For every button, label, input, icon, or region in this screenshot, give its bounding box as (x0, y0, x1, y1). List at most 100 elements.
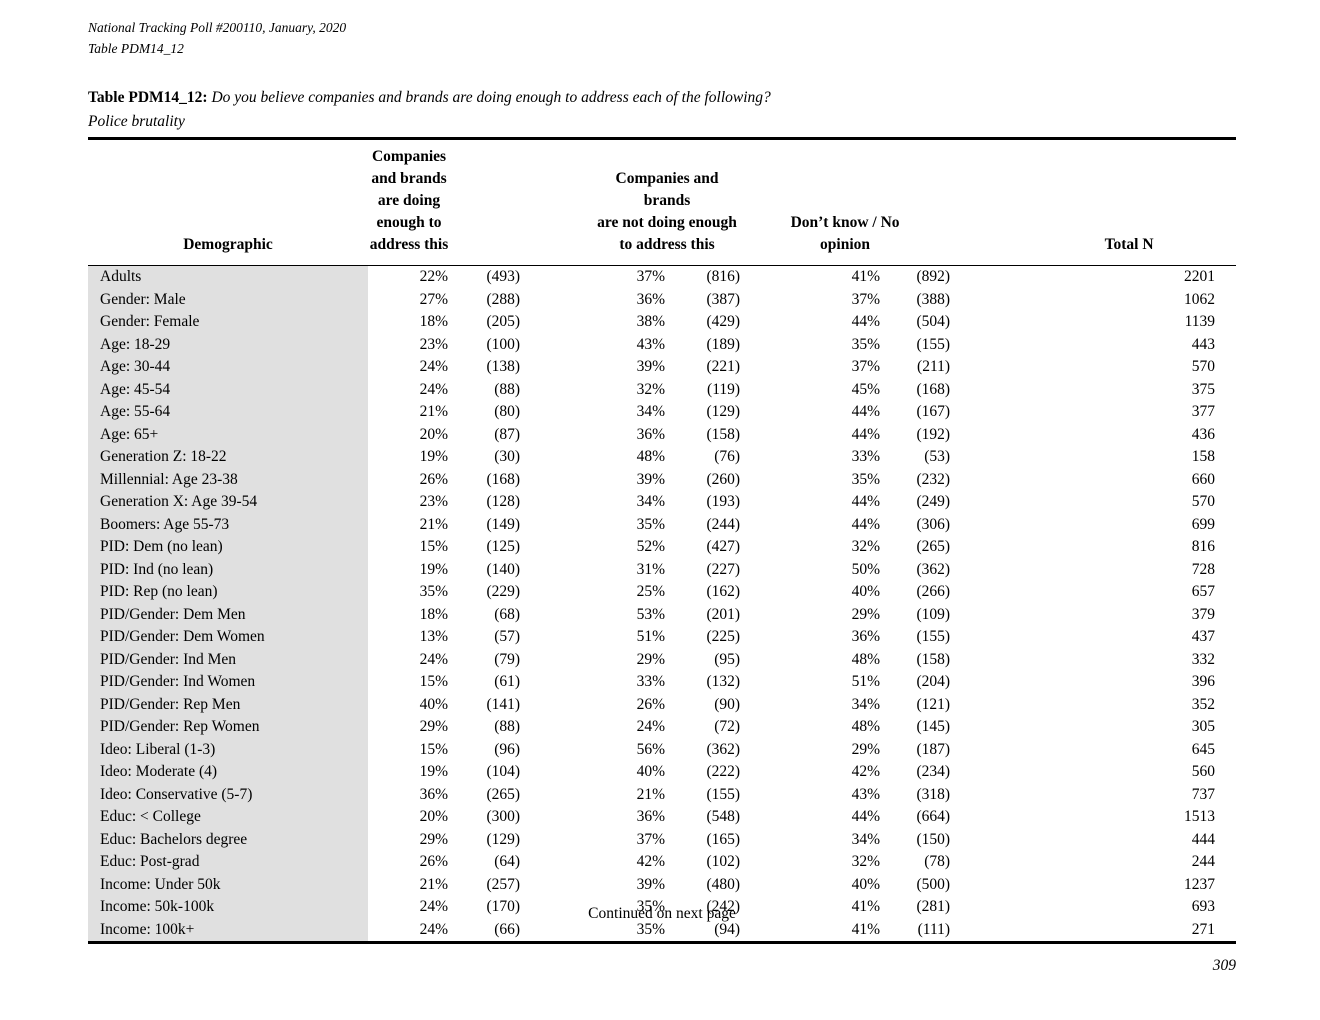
row-dont-know-percent: 44% (851, 313, 881, 330)
row-doing-enough-percent: 18% (419, 313, 448, 330)
row-doing-enough-percent: 29% (419, 830, 448, 848)
row-doing-enough-count: (80) (494, 403, 521, 420)
table-row: Ideo: Conservative (5-7) 36% (265) 21% (… (88, 783, 1236, 806)
row-dont-know-count: (388) (916, 290, 951, 308)
row-dont-know-percent: 44% (851, 425, 881, 443)
row-doing-enough-percent: 21% (419, 515, 448, 533)
poll-results-table: Demographic Companies and brands are doi… (88, 137, 1237, 944)
column-header-not-doing-enough-line3: to address this (619, 236, 715, 253)
row-dont-know-percent: 32% (851, 538, 881, 555)
column-header-not-doing-enough: Companies and brands are not doing enoug… (520, 138, 741, 266)
row-dont-know-count: (362) (916, 560, 951, 578)
table-row: Gender: Female 18% (205) 38% (429) 44% (… (88, 311, 1236, 334)
row-doing-enough-percent: 35% (419, 583, 448, 600)
row-doing-enough-percent: 22% (419, 268, 448, 285)
row-doing-enough-count: (96) (494, 740, 521, 758)
row-not-doing-enough-count: (165) (706, 830, 741, 848)
row-not-doing-enough-percent: 21% (636, 785, 666, 803)
table-title-label: Table PDM14_12: (88, 89, 208, 106)
row-demographic-label: Age: 45-54 (88, 378, 368, 401)
row-dont-know-percent: 43% (851, 785, 881, 803)
row-not-doing-enough-count: (102) (706, 853, 741, 870)
table-title-subject: Police brutality (88, 113, 185, 130)
row-dont-know-percent: 37% (851, 290, 881, 308)
row-dont-know-percent: 35% (851, 335, 881, 353)
row-doing-enough-count: (129) (486, 830, 521, 848)
row-doing-enough-count: (68) (494, 605, 521, 623)
row-dont-know-percent: 40% (851, 583, 881, 600)
table-row: Ideo: Liberal (1-3) 15% (96) 56% (362) 2… (88, 738, 1236, 761)
table-row: Generation Z: 18-22 19% (30) 48% (76) 33… (88, 446, 1236, 469)
row-dont-know-percent: 41% (851, 268, 881, 285)
row-not-doing-enough-percent: 35% (636, 898, 666, 915)
row-not-doing-enough-percent: 29% (636, 650, 666, 668)
row-demographic-label: Ideo: Moderate (4) (88, 761, 368, 784)
row-not-doing-enough-count: (90) (714, 695, 741, 713)
table-row: Educ: Post-grad 26% (64) 42% (102) 32% (… (88, 851, 1236, 874)
row-doing-enough-percent: 15% (419, 538, 448, 555)
row-dont-know-count: (249) (916, 493, 951, 510)
row-doing-enough-percent: 24% (419, 920, 448, 938)
row-total-n: 1062 (1184, 290, 1216, 308)
row-total-n: 570 (1191, 358, 1216, 375)
table-row: Income: 100k+ 24% (66) 35% (94) 41% (111… (88, 918, 1236, 943)
row-dont-know-percent: 44% (851, 493, 881, 510)
row-dont-know-count: (318) (916, 785, 951, 803)
row-doing-enough-percent: 26% (419, 470, 448, 488)
column-header-total-n: Total N (950, 138, 1237, 266)
row-total-n: 437 (1191, 628, 1216, 645)
row-dont-know-count: (664) (916, 808, 951, 825)
table-row: Adults 22% (493) 37% (816) 41% (892) 220… (88, 265, 1236, 289)
row-doing-enough-count: (64) (494, 853, 521, 870)
row-doing-enough-percent: 20% (419, 425, 448, 443)
table-row: Generation X: Age 39-54 23% (128) 34% (1… (88, 491, 1236, 514)
column-header-dont-know: Don’t know / No opinion (740, 138, 951, 266)
row-doing-enough-percent: 15% (419, 673, 448, 690)
row-dont-know-count: (167) (916, 403, 951, 420)
table-row: PID: Dem (no lean) 15% (125) 52% (427) 3… (88, 536, 1236, 559)
table-row: Educ: < College 20% (300) 36% (548) 44% … (88, 806, 1236, 829)
row-not-doing-enough-percent: 56% (636, 740, 666, 758)
table-row: PID/Gender: Rep Men 40% (141) 26% (90) 3… (88, 693, 1236, 716)
table-row: Income: Under 50k 21% (257) 39% (480) 40… (88, 873, 1236, 896)
row-not-doing-enough-percent: 36% (636, 425, 666, 443)
continued-note: Continued on next page (588, 905, 736, 922)
column-header-doing-enough-line2: are doing enough to (376, 192, 442, 231)
row-not-doing-enough-percent: 35% (636, 515, 666, 533)
row-dont-know-percent: 34% (851, 695, 881, 713)
row-dont-know-count: (211) (917, 358, 951, 375)
document-header: National Tracking Poll #200110, January,… (88, 17, 346, 59)
row-doing-enough-count: (170) (486, 898, 521, 915)
row-not-doing-enough-count: (225) (706, 628, 741, 645)
row-not-doing-enough-count: (94) (714, 920, 741, 938)
row-doing-enough-count: (87) (494, 425, 521, 443)
row-not-doing-enough-percent: 34% (636, 403, 666, 420)
row-total-n: 693 (1191, 898, 1216, 915)
row-not-doing-enough-count: (132) (706, 673, 741, 690)
row-demographic-label: PID/Gender: Rep Women (88, 716, 368, 739)
row-demographic-label: PID: Ind (no lean) (88, 558, 368, 581)
table-row: Age: 30-44 24% (138) 39% (221) 37% (211)… (88, 356, 1236, 379)
row-total-n: 332 (1191, 650, 1216, 668)
row-doing-enough-percent: 23% (419, 335, 448, 353)
row-not-doing-enough-count: (72) (714, 718, 741, 735)
row-doing-enough-count: (30) (494, 448, 521, 465)
row-dont-know-percent: 36% (851, 628, 881, 645)
table-row: Age: 45-54 24% (88) 32% (119) 45% (168) … (88, 378, 1236, 401)
row-demographic-label: PID/Gender: Dem Men (88, 603, 368, 626)
page-number: 309 (1212, 957, 1236, 974)
row-not-doing-enough-percent: 51% (636, 628, 666, 645)
row-dont-know-count: (192) (916, 425, 951, 443)
row-dont-know-percent: 32% (851, 853, 881, 870)
row-dont-know-count: (109) (916, 605, 951, 623)
row-total-n: 560 (1191, 763, 1216, 780)
table-row: PID/Gender: Ind Men 24% (79) 29% (95) 48… (88, 648, 1236, 671)
row-not-doing-enough-percent: 31% (636, 560, 666, 578)
row-not-doing-enough-percent: 40% (636, 763, 666, 780)
row-dont-know-percent: 48% (851, 650, 881, 668)
row-doing-enough-count: (138) (486, 358, 521, 375)
row-total-n: 645 (1191, 740, 1216, 758)
row-doing-enough-percent: 21% (419, 875, 448, 893)
row-doing-enough-count: (205) (486, 313, 521, 330)
row-dont-know-percent: 44% (851, 403, 881, 420)
